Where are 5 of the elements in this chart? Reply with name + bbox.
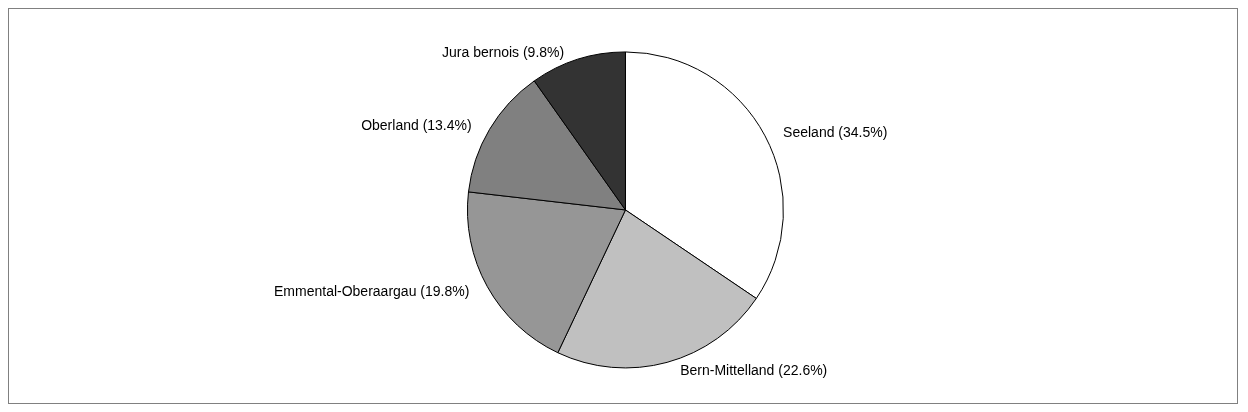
slice-label: Jura bernois (9.8%) [442, 43, 565, 60]
slice-label: Emmental-Oberaargau (19.8%) [274, 282, 470, 299]
slice-label: Bern-Mittelland (22.6%) [680, 362, 828, 379]
slice-label: Oberland (13.4%) [361, 117, 472, 134]
slice-label: Seeland (34.5%) [783, 124, 888, 141]
